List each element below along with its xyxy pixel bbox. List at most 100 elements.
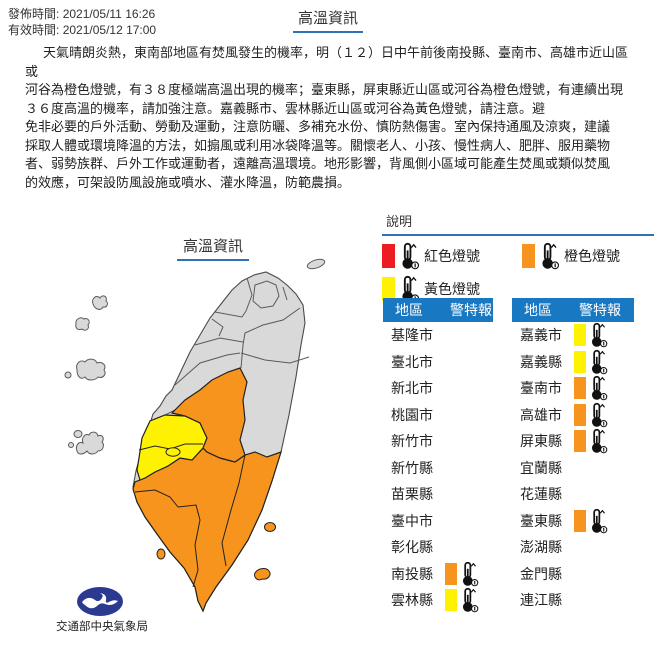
region-name: 嘉義縣 [520, 353, 562, 370]
table-header: 地區 警特報 [512, 298, 634, 322]
region-name: 宜蘭縣 [520, 459, 562, 476]
region-name: 基隆市 [391, 327, 433, 344]
table-row: 桃園市 [383, 402, 493, 429]
thermometer-icon [460, 561, 479, 587]
region-name: 臺中市 [391, 512, 433, 529]
table-row: 花蓮縣 [512, 481, 634, 508]
table-row: 新竹縣 [383, 455, 493, 482]
region-name: 新北市 [391, 380, 433, 397]
table-row: 雲林縣 [383, 587, 493, 614]
green-island [264, 522, 276, 532]
region-name: 雲林縣 [391, 592, 433, 609]
table-row: 高雄市 [512, 402, 634, 429]
thermometer-icon [539, 242, 560, 270]
thermometer-icon [589, 349, 608, 375]
orchid-island [254, 568, 271, 581]
color-swatch [574, 430, 586, 453]
legend-label: 紅色燈號 [424, 248, 480, 264]
column-warning: 警特報 [579, 302, 621, 318]
table-row: 臺中市 [383, 508, 493, 535]
table-row: 屏東縣 [512, 428, 634, 455]
region-name: 花蓮縣 [520, 486, 562, 503]
region-name: 連江縣 [520, 592, 562, 609]
advisory-text: 天氣晴朗炎熱，東南部地區有焚風發生的機率，明（１２）日中午前後南投縣、臺南市、高… [25, 45, 629, 190]
legend-item-red: 紅色燈號 [382, 242, 480, 270]
table-row: 臺南市 [512, 375, 634, 402]
color-swatch [574, 377, 586, 400]
page-title: 高溫資訊 [292, 7, 364, 33]
region-name: 新竹市 [391, 433, 433, 450]
region-name: 金門縣 [520, 565, 562, 582]
red-swatch [382, 244, 395, 268]
taiwan-map [15, 205, 380, 653]
orange-swatch [522, 244, 535, 268]
table-row: 新北市 [383, 375, 493, 402]
keelung-islet [306, 258, 326, 270]
cwb-logo-icon [77, 587, 123, 616]
region-name: 臺北市 [391, 353, 433, 370]
warning-badge [445, 587, 479, 613]
legend-item-yellow: 黃色燈號 [382, 275, 480, 303]
table-row: 基隆市 [383, 322, 493, 349]
warning-table-left: 地區 警特報 基隆市 臺北市 新北市 桃園市 新竹市 新竹縣 苗栗縣 臺中市 彰… [383, 298, 493, 614]
county-nantou-orange [170, 367, 248, 463]
thermometer-icon [399, 242, 420, 270]
table-row: 彰化縣 [383, 534, 493, 561]
color-swatch [574, 350, 586, 373]
valid-time: 有效時間: 2021/05/12 17:00 [8, 23, 157, 37]
thermometer-icon [589, 375, 608, 401]
column-region: 地區 [395, 302, 423, 318]
legend-divider [382, 234, 654, 236]
color-swatch [445, 589, 457, 612]
region-name: 屏東縣 [520, 433, 562, 450]
cwb-logo [76, 586, 124, 622]
legend-title: 說明 [386, 214, 413, 229]
map-title: 高溫資訊 [177, 235, 250, 261]
legend-label: 橙色燈號 [564, 248, 620, 264]
thermometer-icon [589, 322, 608, 348]
warning-badge [574, 402, 608, 428]
region-name: 臺南市 [520, 380, 562, 397]
timestamps: 發佈時間: 2021/05/11 16:26 有效時間: 2021/05/12 … [8, 6, 156, 38]
liuqiu-islet [156, 548, 166, 560]
thermometer-icon [589, 428, 608, 454]
offshore-islands-orange [156, 522, 276, 581]
region-name: 臺東縣 [520, 512, 562, 529]
matsu-islands [92, 295, 108, 310]
region-name: 澎湖縣 [520, 539, 562, 556]
thermometer-icon [589, 402, 608, 428]
color-swatch [574, 509, 586, 532]
warning-badge [574, 322, 608, 348]
taiwan-map-svg [64, 258, 326, 613]
published-time: 發佈時間: 2021/05/11 16:26 [8, 7, 156, 21]
warning-table-right: 地區 警特報 嘉義市 嘉義縣 臺南市 高雄市 屏東縣 宜蘭縣 花蓮縣 臺東縣 澎… [512, 298, 634, 614]
penghu-islands [76, 431, 104, 455]
offshore-islands-gray [64, 258, 326, 455]
table-row: 臺北市 [383, 349, 493, 376]
warning-badge [574, 508, 608, 534]
column-region: 地區 [524, 302, 552, 318]
table-row: 宜蘭縣 [512, 455, 634, 482]
table-row: 嘉義市 [512, 322, 634, 349]
region-name: 嘉義市 [520, 327, 562, 344]
region-name: 新竹縣 [391, 459, 433, 476]
table-row: 南投縣 [383, 561, 493, 588]
legend-label: 黃色燈號 [424, 281, 480, 297]
warning-badge [574, 349, 608, 375]
table-row: 嘉義縣 [512, 349, 634, 376]
county-borders-south [134, 454, 246, 588]
warning-badge [574, 428, 608, 454]
warning-badge [574, 375, 608, 401]
thermometer-icon [460, 587, 479, 613]
column-warning: 警特報 [450, 302, 492, 318]
table-row: 連江縣 [512, 587, 634, 614]
legend-item-orange: 橙色燈號 [522, 242, 620, 270]
region-name: 高雄市 [520, 406, 562, 423]
agency-name: 交通部中央氣象局 [56, 621, 148, 633]
thermometer-icon [589, 508, 608, 534]
region-name: 彰化縣 [391, 539, 433, 556]
warning-badge [445, 561, 479, 587]
county-chiayi-city [165, 447, 181, 457]
color-swatch [574, 403, 586, 426]
